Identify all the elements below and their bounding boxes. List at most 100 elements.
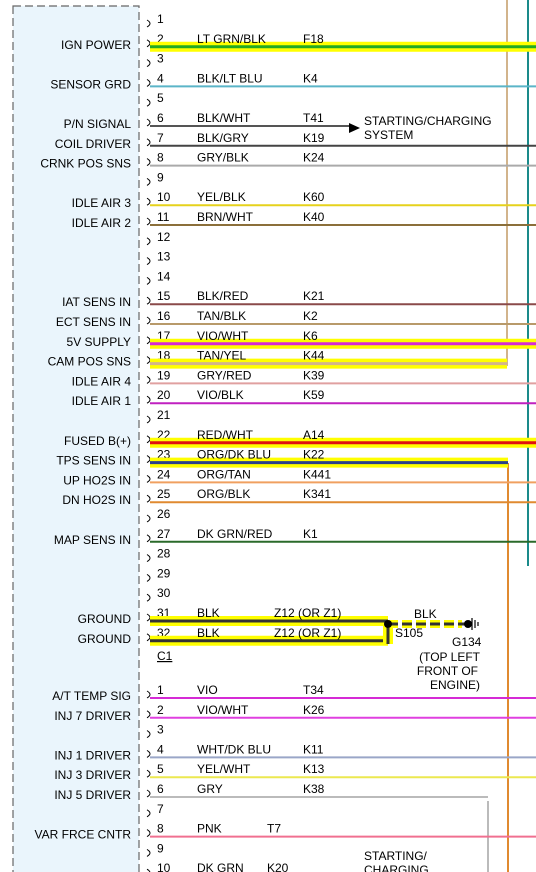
- starting-charging-label-2: SYSTEM: [364, 128, 413, 142]
- pin-bracket: [146, 316, 151, 325]
- pin-function-label: MAP SENS IN: [54, 533, 131, 547]
- wire-color-code: ORG/BLK: [197, 487, 250, 501]
- pin-number: 10: [157, 861, 171, 872]
- pin-number: 15: [157, 289, 171, 303]
- circuit-number: K11: [303, 742, 324, 756]
- pin-function-label: ECT SENS IN: [56, 315, 131, 329]
- pin-number: 1: [157, 683, 164, 697]
- pin-bracket: [146, 39, 151, 48]
- starting-charging-bottom-1: STARTING/: [364, 849, 428, 863]
- wire-color-code: YEL/WHT: [197, 762, 251, 776]
- pin-function-label: COIL DRIVER: [55, 137, 132, 151]
- pin-number: 1: [157, 12, 164, 26]
- wire-color-code: BLK: [197, 606, 220, 620]
- pin-bracket: [146, 435, 151, 444]
- pin-number: 3: [157, 52, 164, 66]
- pin-number: 10: [157, 190, 171, 204]
- pin-bracket: [146, 237, 151, 246]
- pin-bracket: [146, 177, 151, 186]
- pin-bracket: [146, 98, 151, 107]
- pin-bracket: [146, 690, 151, 699]
- pin-number: 24: [157, 467, 171, 481]
- ground-wire-color-label: BLK: [414, 607, 437, 621]
- wire-color-code: GRY/BLK: [197, 151, 249, 165]
- pin-number: 9: [157, 841, 164, 855]
- splice-dot: [384, 620, 392, 628]
- wire-color-code: VIO/WHT: [197, 329, 249, 343]
- pin-number: 3: [157, 723, 164, 737]
- pin-bracket: [146, 415, 151, 424]
- pin-bracket: [146, 395, 151, 404]
- pin-function-label: GROUND: [78, 612, 132, 626]
- connector-c1-label: C1: [157, 649, 173, 663]
- pin-function-label: IGN POWER: [61, 38, 131, 52]
- pin-function-label: VAR FRCE CNTR: [35, 828, 132, 842]
- pin-bracket: [146, 356, 151, 365]
- pin-bracket: [146, 474, 151, 483]
- circuit-number: T7: [267, 822, 281, 836]
- pin-bracket: [146, 829, 151, 838]
- wire-color-code: DK GRN/RED: [197, 527, 273, 541]
- pin-bracket: [146, 769, 151, 778]
- pin-function-label: SENSOR GRD: [50, 77, 131, 91]
- pin-number: 27: [157, 527, 171, 541]
- ground-symbol-icon: [471, 618, 479, 630]
- circuit-number: Z12 (OR Z1): [274, 606, 341, 620]
- wire-color-code: VIO/WHT: [197, 703, 249, 717]
- pin-bracket: [146, 217, 151, 226]
- circuit-number: K26: [303, 703, 325, 717]
- pin-function-label: INJ 7 DRIVER: [54, 709, 131, 723]
- pin-number: 20: [157, 388, 171, 402]
- pin-bracket: [146, 710, 151, 719]
- circuit-number: K13: [303, 762, 325, 776]
- pin-number: 16: [157, 309, 171, 323]
- starting-charging-bottom-2: CHARGING: [364, 863, 429, 872]
- pin-number: 7: [157, 131, 164, 145]
- ground-location-3: ENGINE): [430, 678, 480, 692]
- ground-location-2: FRONT OF: [417, 664, 478, 678]
- pin-bracket: [146, 514, 151, 523]
- pin-number: 13: [157, 250, 171, 264]
- pin-function-label: TPS SENS IN: [56, 454, 131, 468]
- pin-bracket: [146, 336, 151, 345]
- wire-color-code: RED/WHT: [197, 428, 254, 442]
- pin-number: 2: [157, 32, 164, 46]
- wire-color-code: TAN/BLK: [197, 309, 246, 323]
- ground-point-label: G134: [452, 635, 482, 649]
- pin-number: 6: [157, 782, 164, 796]
- pin-number: 5: [157, 91, 164, 105]
- pin-number: 14: [157, 269, 171, 283]
- circuit-number: K40: [303, 210, 325, 224]
- circuit-number: K2: [303, 309, 318, 323]
- pin-bracket: [146, 158, 151, 167]
- pin-bracket: [146, 633, 151, 642]
- pin-number: 9: [157, 170, 164, 184]
- pin-function-label: CAM POS SNS: [48, 355, 131, 369]
- wire-color-code: DK GRN: [197, 861, 244, 872]
- pin-bracket: [146, 730, 151, 739]
- wire-color-code: ORG/DK BLU: [197, 448, 271, 462]
- pin-bracket: [146, 749, 151, 758]
- arrow-icon: [349, 123, 360, 133]
- wire-color-code: VIO/BLK: [197, 388, 244, 402]
- wire-color-code: BLK: [197, 626, 220, 640]
- pin-number: 29: [157, 566, 171, 580]
- pin-number: 11: [157, 210, 170, 224]
- pin-function-label: IDLE AIR 1: [72, 394, 132, 408]
- circuit-number: T34: [303, 683, 324, 697]
- circuit-number: K44: [303, 349, 325, 363]
- wire-color-code: TAN/YEL: [197, 349, 246, 363]
- circuit-number: K19: [303, 131, 325, 145]
- pin-function-label: CRNK POS SNS: [40, 157, 131, 171]
- pin-bracket: [146, 19, 151, 28]
- circuit-number: K60: [303, 190, 325, 204]
- pin-number: 19: [157, 368, 171, 382]
- pin-function-label: DN HO2S IN: [62, 493, 131, 507]
- circuit-number: K22: [303, 448, 325, 462]
- circuit-number: K1: [303, 527, 318, 541]
- pin-bracket: [146, 59, 151, 68]
- circuit-number: K24: [303, 151, 325, 165]
- pin-bracket: [146, 118, 151, 127]
- pin-bracket: [146, 613, 151, 622]
